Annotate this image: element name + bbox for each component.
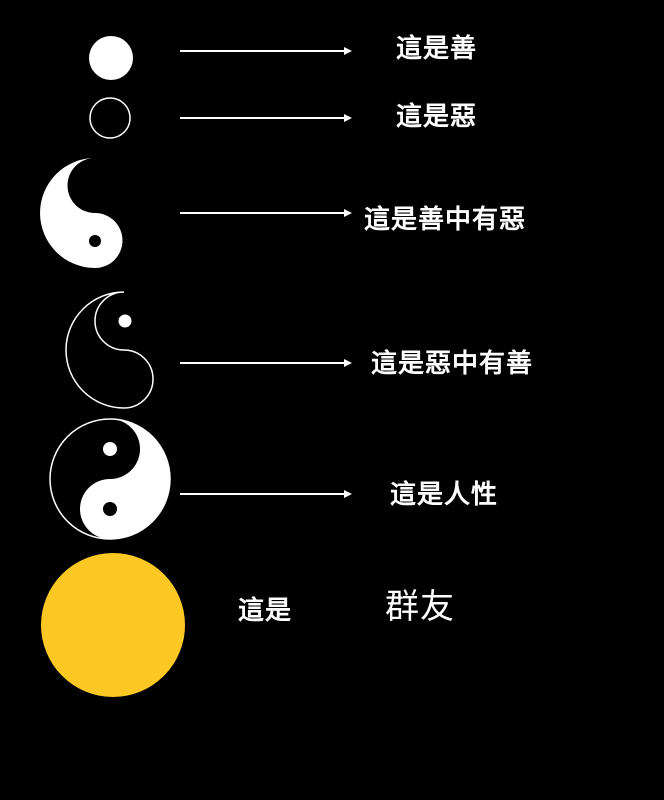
label-human-nature: 這是人性 [390,480,499,510]
label-final-left: 這是 [238,596,293,626]
arrow-icon [180,113,352,123]
label-evil-with-good: 這是惡中有善 [371,349,534,379]
yin-yang-symbol-icon [49,418,171,540]
good-with-evil-symbol-icon [40,158,123,268]
label-evil: 這是惡 [396,102,478,132]
arrow-icon [180,46,352,56]
arrow-icon [180,208,352,218]
arrow-icon [180,358,352,368]
label-good: 這是善 [396,34,478,64]
good-symbol-icon [89,36,133,80]
label-good-with-evil: 這是善中有惡 [364,205,527,235]
arrow-icon [180,489,352,499]
evil-symbol-icon [89,97,131,139]
label-final-right: 群友 [385,587,455,627]
evil-with-good-symbol-icon [65,291,154,409]
yellow-disc-icon [41,553,185,697]
